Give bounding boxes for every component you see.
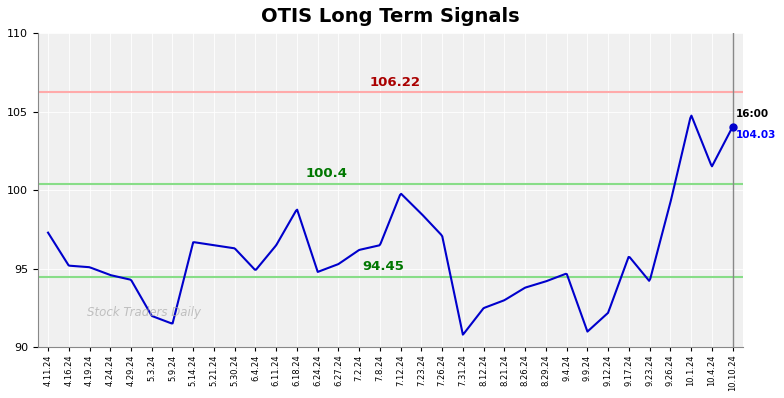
Text: Stock Traders Daily: Stock Traders Daily xyxy=(87,306,201,319)
Text: 100.4: 100.4 xyxy=(306,167,347,180)
Text: 94.45: 94.45 xyxy=(362,261,404,273)
Text: 106.22: 106.22 xyxy=(369,76,420,88)
Text: 104.03: 104.03 xyxy=(735,130,776,140)
Text: 16:00: 16:00 xyxy=(735,109,769,119)
Title: OTIS Long Term Signals: OTIS Long Term Signals xyxy=(261,7,520,26)
